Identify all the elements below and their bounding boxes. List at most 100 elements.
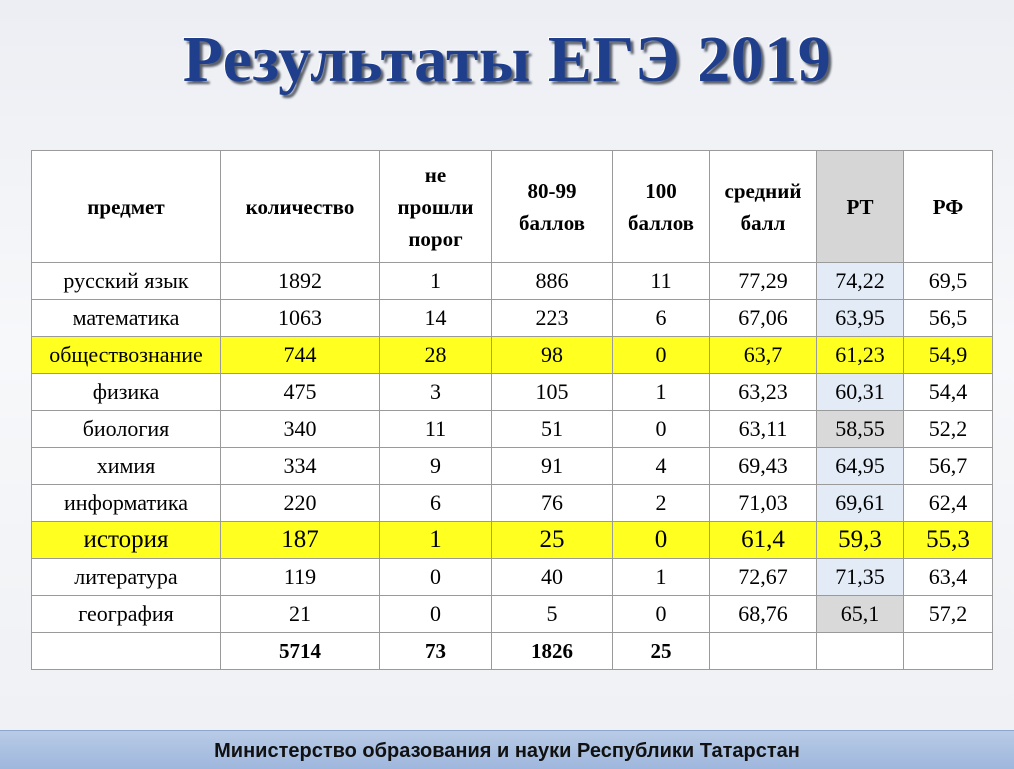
count-cell: 475 [220, 373, 380, 411]
rf-cell: 54,4 [903, 373, 993, 411]
range-cell: 105 [491, 373, 613, 411]
count-cell: 21 [220, 595, 380, 633]
hundred-cell: 0 [612, 595, 710, 633]
header-not-passed-line2: прошли [397, 194, 474, 219]
table-row: русский язык 1892 1 886 11 77,29 74,22 6… [31, 262, 993, 300]
header-100-line1: 100 [645, 178, 677, 203]
table-row: математика 1063 14 223 6 67,06 63,95 56,… [31, 299, 993, 337]
rt-cell: 58,55 [816, 410, 904, 448]
hundred-cell: 0 [612, 410, 710, 448]
subject-cell: литература [31, 558, 221, 596]
hundred-cell: 11 [612, 262, 710, 300]
header-80-99: 80-99 баллов [491, 150, 613, 263]
rf-cell: 56,7 [903, 447, 993, 485]
total-rf-cell [903, 632, 993, 670]
header-100: 100 баллов [612, 150, 710, 263]
rt-cell: 63,95 [816, 299, 904, 337]
not-passed-cell: 1 [379, 521, 492, 559]
range-cell: 5 [491, 595, 613, 633]
table-row: биология 340 11 51 0 63,11 58,55 52,2 [31, 410, 993, 448]
totals-row: 5714 73 1826 25 [31, 632, 993, 670]
rf-cell: 56,5 [903, 299, 993, 337]
count-cell: 1892 [220, 262, 380, 300]
header-not-passed-line1: не [424, 162, 447, 187]
range-cell: 51 [491, 410, 613, 448]
average-cell: 67,06 [709, 299, 817, 337]
rt-cell: 65,1 [816, 595, 904, 633]
average-cell: 63,7 [709, 336, 817, 374]
range-cell: 886 [491, 262, 613, 300]
total-rt-cell [816, 632, 904, 670]
average-cell: 77,29 [709, 262, 817, 300]
rf-cell: 69,5 [903, 262, 993, 300]
subject-cell: информатика [31, 484, 221, 522]
rf-cell: 63,4 [903, 558, 993, 596]
header-not-passed: не прошли порог [379, 150, 492, 263]
results-table: предмет количество не прошли порог 80-99… [31, 150, 993, 670]
range-cell: 40 [491, 558, 613, 596]
subject-cell: математика [31, 299, 221, 337]
table-row: география 21 0 5 0 68,76 65,1 57,2 [31, 595, 993, 633]
subject-cell: география [31, 595, 221, 633]
not-passed-cell: 1 [379, 262, 492, 300]
range-cell: 223 [491, 299, 613, 337]
footer-text: Министерство образования и науки Республ… [214, 740, 800, 762]
table-row-highlighted: обществознание 744 28 98 0 63,7 61,23 54… [31, 336, 993, 374]
range-cell: 76 [491, 484, 613, 522]
table-row: литература 119 0 40 1 72,67 71,35 63,4 [31, 558, 993, 596]
hundred-cell: 6 [612, 299, 710, 337]
average-cell: 61,4 [709, 521, 817, 559]
not-passed-cell: 9 [379, 447, 492, 485]
footer-bar [0, 730, 1014, 769]
header-rf: РФ [903, 150, 993, 263]
header-average-line2: балл [740, 210, 786, 235]
header-80-99-line1: 80-99 [527, 178, 577, 203]
rt-cell: 64,95 [816, 447, 904, 485]
rf-cell: 54,9 [903, 336, 993, 374]
average-cell: 72,67 [709, 558, 817, 596]
header-subject: предмет [31, 150, 221, 263]
subject-cell: химия [31, 447, 221, 485]
header-average: средний балл [709, 150, 817, 263]
total-count-cell: 5714 [220, 632, 380, 670]
hundred-cell: 2 [612, 484, 710, 522]
header-100-line2: баллов [627, 210, 695, 235]
header-rt: РТ [816, 150, 904, 263]
page-title: Результаты ЕГЭ 2019 [182, 23, 832, 96]
average-cell: 71,03 [709, 484, 817, 522]
subject-cell: физика [31, 373, 221, 411]
header-count: количество [220, 150, 380, 263]
not-passed-cell: 6 [379, 484, 492, 522]
header-row: предмет количество не прошли порог 80-99… [31, 150, 993, 263]
not-passed-cell: 3 [379, 373, 492, 411]
average-cell: 63,23 [709, 373, 817, 411]
table-row: химия 334 9 91 4 69,43 64,95 56,7 [31, 447, 993, 485]
total-hundred-cell: 25 [612, 632, 710, 670]
rf-cell: 55,3 [903, 521, 993, 559]
count-cell: 1063 [220, 299, 380, 337]
hundred-cell: 1 [612, 558, 710, 596]
not-passed-cell: 0 [379, 558, 492, 596]
rt-cell: 74,22 [816, 262, 904, 300]
average-cell: 68,76 [709, 595, 817, 633]
subject-cell: биология [31, 410, 221, 448]
rt-cell: 69,61 [816, 484, 904, 522]
header-80-99-line2: баллов [518, 210, 586, 235]
not-passed-cell: 14 [379, 299, 492, 337]
count-cell: 334 [220, 447, 380, 485]
hundred-cell: 0 [612, 521, 710, 559]
total-range-cell: 1826 [491, 632, 613, 670]
hundred-cell: 1 [612, 373, 710, 411]
subject-cell: обществознание [31, 336, 221, 374]
not-passed-cell: 11 [379, 410, 492, 448]
header-average-line1: средний [724, 178, 802, 203]
range-cell: 25 [491, 521, 613, 559]
hundred-cell: 0 [612, 336, 710, 374]
table-row: информатика 220 6 76 2 71,03 69,61 62,4 [31, 484, 993, 522]
not-passed-cell: 0 [379, 595, 492, 633]
rf-cell: 52,2 [903, 410, 993, 448]
count-cell: 744 [220, 336, 380, 374]
table-row-highlighted: история 187 1 25 0 61,4 59,3 55,3 [31, 521, 993, 559]
count-cell: 220 [220, 484, 380, 522]
totals-label-cell [31, 632, 221, 670]
